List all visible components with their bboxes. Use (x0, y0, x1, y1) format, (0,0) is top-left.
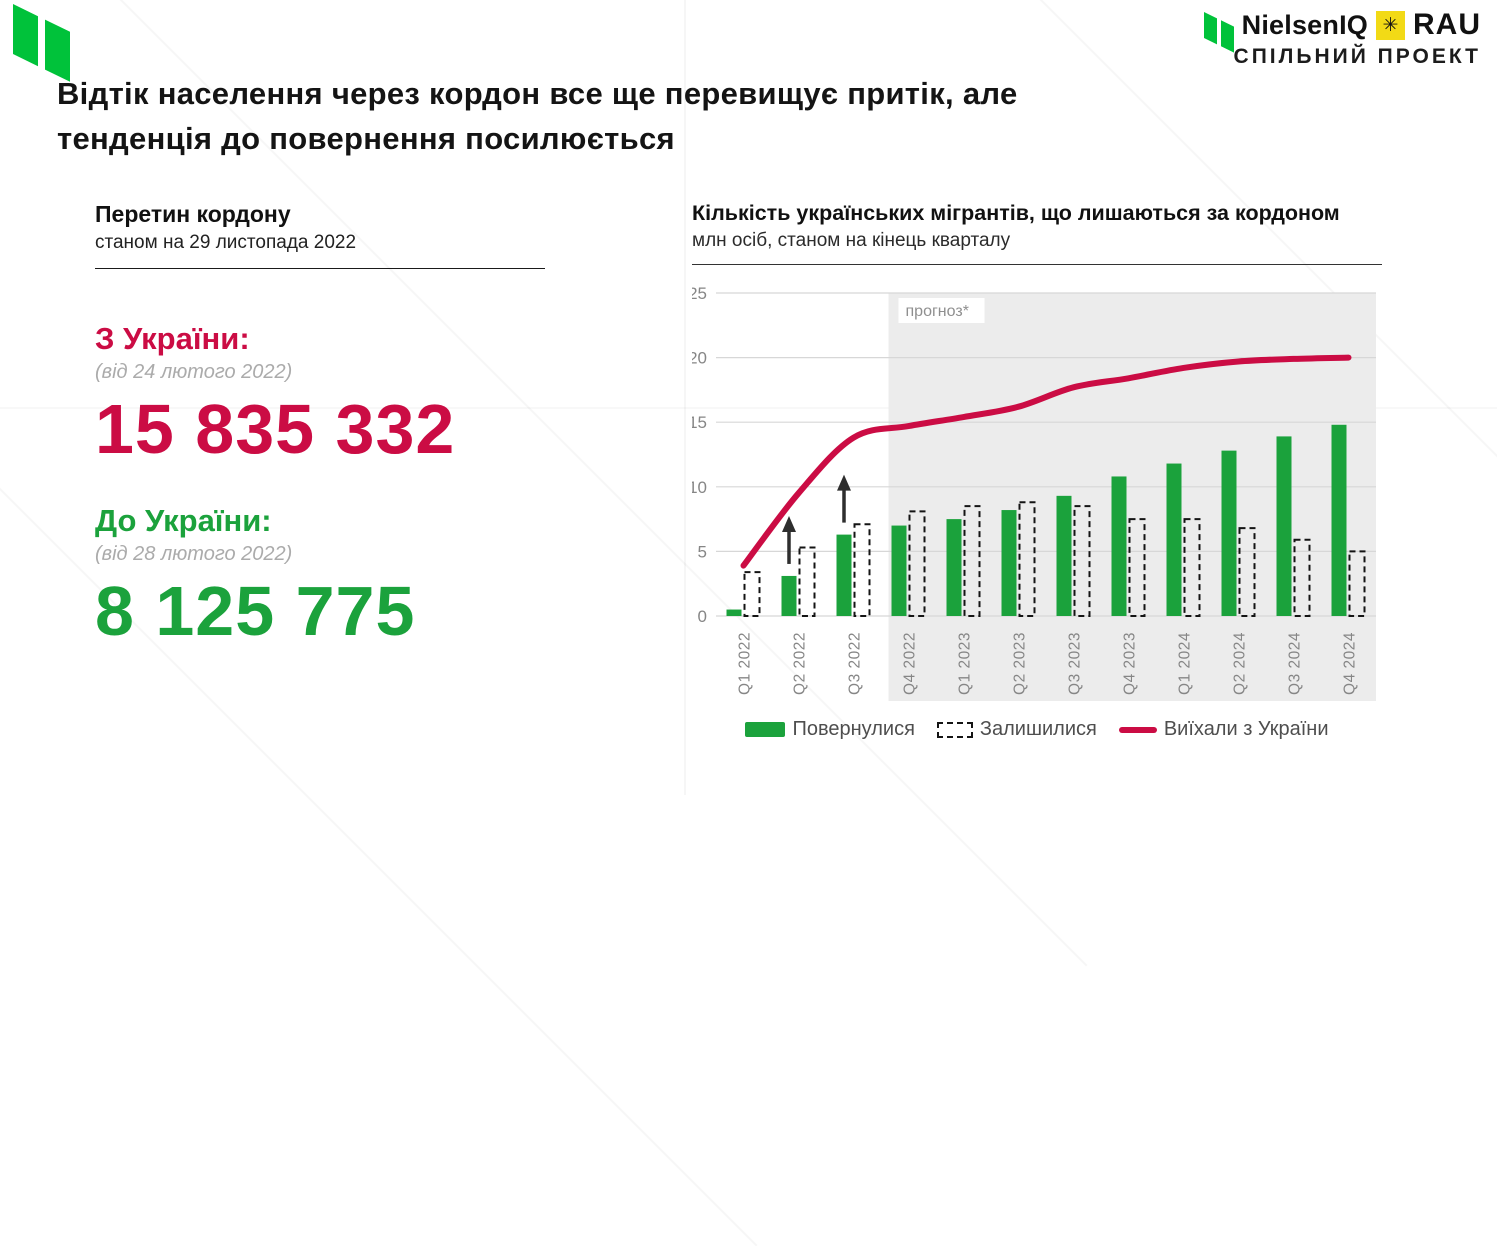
legend-label-left-ukraine: Виїхали з України (1163, 718, 1329, 740)
bar-remained (798, 546, 816, 617)
stat-label: З України: (95, 321, 250, 356)
bar-returned (946, 519, 962, 616)
logo-parallelogram (13, 4, 38, 67)
stat-value: 15 835 332 (95, 390, 456, 468)
bar-returned (781, 575, 797, 616)
chart-divider (692, 264, 1382, 265)
stat-note: (від 24 лютого 2022) (95, 361, 293, 383)
legend-item-remained: Залишилися (936, 718, 1097, 741)
logo-parallelogram (1220, 20, 1234, 53)
star-glyph: ✳ (1382, 14, 1399, 36)
x-tick-label: Q4 2024 (1342, 632, 1359, 695)
bar-remained (853, 523, 871, 618)
panel-heading: Перетин кордону (95, 201, 291, 227)
chart-subheading: млн осіб, станом на кінець кварталу (692, 230, 1011, 251)
border-crossing-panel: Перетин кордону станом на 29 листопада 2… (95, 201, 555, 648)
bar-remained (1128, 518, 1146, 618)
chart-legend: Повернулися Залишилися Виїхали з України (692, 718, 1382, 741)
trend-line (740, 354, 1352, 569)
bar-returned (836, 534, 852, 616)
legend-item-returned: Повернулися (745, 718, 915, 741)
nielseniq-logo-mark (13, 4, 70, 82)
bar-remained (1238, 527, 1256, 618)
up-arrow-head (782, 515, 796, 532)
y-tick-label: 5 (698, 542, 707, 561)
up-arrow-head (837, 474, 851, 491)
x-tick-label: Q1 2022 (737, 632, 754, 695)
migration-chart-svg: 0 5 10 15 20 25 прогноз* Q1 2022 Q2 2022 Q3 2022 Q… (688, 284, 1376, 701)
bar-returned (1276, 436, 1292, 616)
y-tick-label: 10 (692, 478, 707, 497)
bar-remained (963, 505, 981, 617)
bar-remained (1293, 538, 1311, 617)
bar-remained (1183, 518, 1201, 618)
logo-parallelogram (1203, 12, 1217, 45)
bar-returned (1221, 450, 1237, 616)
migrants-chart-section: Кількість українських мігрантів, що лиша… (688, 201, 1382, 741)
x-tick-label: Q1 2024 (1177, 632, 1194, 695)
stat-note: (від 28 лютого 2022) (95, 543, 293, 566)
y-tick-label: 25 (692, 284, 707, 303)
x-tick-label: Q3 2023 (1067, 632, 1084, 695)
bar-remained (743, 571, 761, 617)
stat-from-ukraine: З України: (від 24 лютого 2022) 15 835 3… (95, 321, 555, 465)
bar-returned (891, 525, 907, 616)
chart-heading: Кількість українських мігрантів, що лиша… (692, 201, 1340, 225)
bar-returned (1111, 476, 1127, 616)
forecast-label: прогноз* (906, 303, 969, 320)
panel-subheading: станом на 29 листопада 2022 (95, 232, 357, 253)
legend-swatch-remained (936, 721, 973, 738)
partner-brand-block: NielsenIQ ✳ RAU СПІЛЬНИЙ ПРОЕКТ (1203, 8, 1481, 69)
stat-value: 8 125 775 (95, 572, 416, 651)
x-tick-label: Q2 2024 (1232, 632, 1249, 695)
rau-star-icon: ✳ (1376, 10, 1405, 40)
x-tick-label: Q2 2022 (792, 632, 809, 695)
legend-swatch-returned (745, 722, 786, 737)
page-title-line2: тенденція до повернення посилюється (57, 120, 675, 156)
legend-item-left-ukraine: Виїхали з України (1118, 718, 1329, 741)
bar-returned (1331, 424, 1347, 616)
page-title: Відтік населення через кордон все ще пер… (57, 72, 1018, 162)
panel-divider (95, 268, 545, 269)
legend-label-remained: Залишилися (979, 718, 1097, 740)
stat-to-ukraine: До України: (від 28 лютого 2022) 8 125 7… (95, 503, 555, 647)
x-tick-label: Q3 2024 (1287, 632, 1304, 695)
page-title-line1: Відтік населення через кордон все ще пер… (57, 76, 1018, 111)
bar-returned (726, 609, 742, 616)
chart-area: 0 5 10 15 20 25 прогноз* Q1 2022 Q2 2022 Q3 2022 Q… (688, 267, 1382, 714)
legend-swatch-left-ukraine (1118, 726, 1157, 733)
x-tick-label: Q1 2023 (957, 632, 974, 695)
forecast-label-chip (898, 298, 985, 323)
stat-label: До України: (95, 503, 272, 539)
y-tick-label: 0 (698, 607, 707, 626)
y-tick-label: 20 (692, 349, 707, 368)
bar-remained (1018, 501, 1036, 617)
nielseniq-mini-mark-icon (1203, 12, 1234, 53)
rau-wordmark: RAU (1413, 8, 1481, 41)
bar-returned (1166, 463, 1182, 616)
x-tick-label: Q4 2022 (902, 632, 919, 695)
x-tick-label: Q2 2023 (1012, 632, 1029, 695)
bar-returned (1056, 495, 1072, 616)
partnership-label: СПІЛЬНИЙ ПРОЕКТ (1233, 45, 1481, 68)
bar-remained (1073, 505, 1091, 617)
x-tick-label: Q3 2022 (847, 632, 864, 695)
x-tick-label: Q4 2023 (1122, 632, 1139, 695)
slide: { "brand": { "nielsen_wordmark": "Nielse… (13, 4, 1481, 741)
nielseniq-wordmark: NielsenIQ (1241, 9, 1368, 40)
y-tick-label: 15 (692, 413, 707, 432)
bar-returned (1001, 510, 1017, 616)
legend-label-returned: Повернулися (792, 718, 915, 740)
